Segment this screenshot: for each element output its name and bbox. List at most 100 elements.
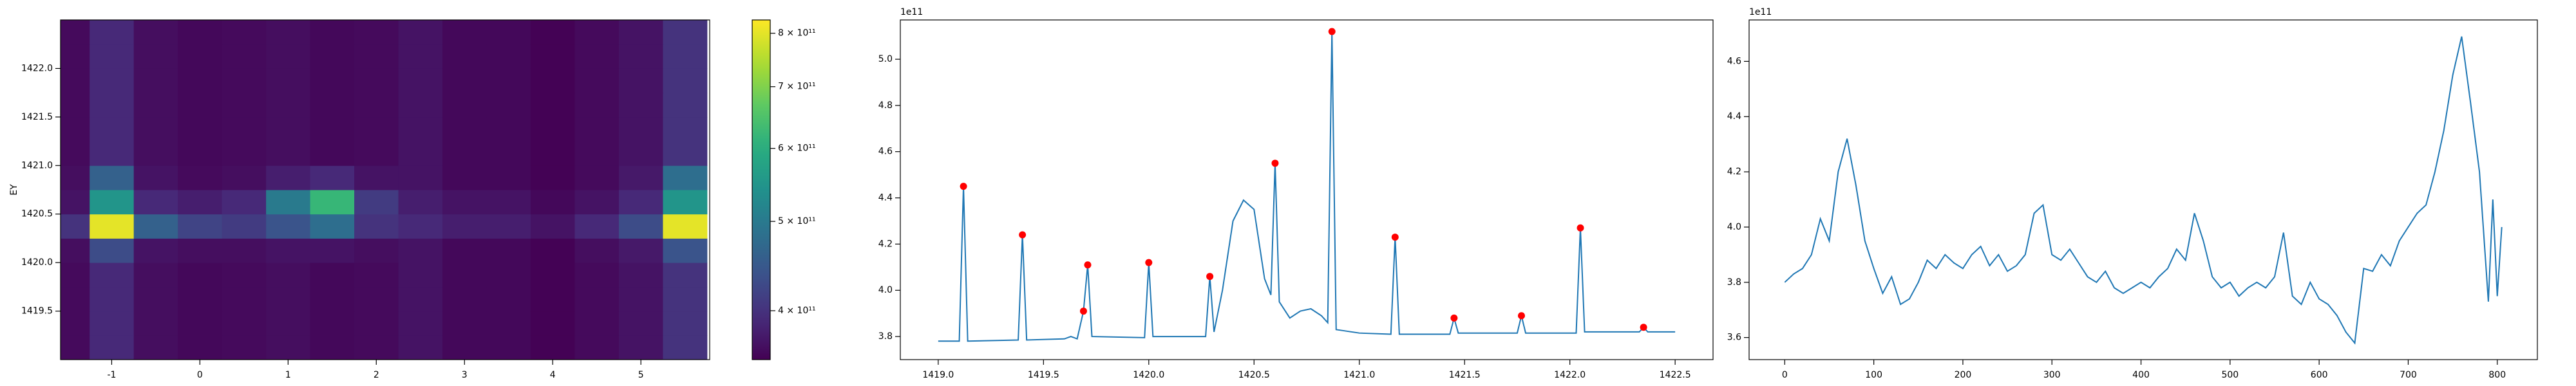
heatmap-cell: [133, 44, 178, 69]
x-tick-label: 5: [638, 370, 644, 380]
heatmap-cell: [530, 165, 575, 190]
axes-frame: [1748, 19, 2538, 360]
heatmap-cell: [222, 286, 267, 312]
x-tick-label: 3: [462, 370, 468, 380]
heatmap-cell: [486, 20, 531, 45]
heatmap-cell: [61, 214, 90, 239]
heatmap-cell: [398, 190, 443, 215]
heatmap-cell: [222, 20, 267, 45]
heatmap-cell: [574, 68, 620, 93]
heatmap-cell: [133, 68, 178, 93]
heatmap-cell: [133, 286, 178, 312]
heatmap-cell: [574, 286, 620, 312]
heatmap-cell: [178, 190, 223, 215]
heatmap-cell: [442, 214, 487, 239]
heatmap-cell: [133, 335, 178, 360]
colorbar-tick-label: 6 × 10¹¹: [778, 143, 816, 154]
heatmap-cell: [222, 335, 267, 360]
heatmap-cell: [222, 238, 267, 263]
heatmap-cell: [618, 93, 663, 118]
y-tick-label: 4.4: [1727, 111, 1741, 122]
heatmap-cell: [574, 238, 620, 263]
heatmap-cell: [486, 214, 531, 239]
heatmap-cell: [90, 93, 135, 118]
heatmap-cell: [442, 311, 487, 336]
heatmap-cell: [486, 335, 531, 360]
heatmap-cell: [266, 116, 311, 142]
heatmap-cell: [310, 141, 355, 166]
y-tick-label: 4.6: [878, 147, 893, 157]
heatmap-cell: [222, 214, 267, 239]
heatmap-cell: [442, 68, 487, 93]
heatmap-cell: [530, 214, 575, 239]
y-tick-label: 3.8: [1727, 277, 1741, 288]
x-tick-label: 500: [2221, 370, 2239, 380]
heatmap-cell: [90, 262, 135, 288]
heatmap-cell: [310, 165, 355, 190]
heatmap-cell: [222, 262, 267, 288]
heatmap-cell: [486, 311, 531, 336]
heatmap-cell: [90, 141, 135, 166]
heatmap-cell: [354, 116, 399, 142]
heatmap-cell: [310, 93, 355, 118]
heatmap-cell: [310, 20, 355, 45]
heatmap-cell: [90, 311, 135, 336]
y-tick-label: 5.0: [878, 54, 893, 64]
axes-frame: [60, 19, 710, 360]
colorbar-tick-label: 5 × 10¹¹: [778, 216, 816, 226]
y-tick-label: 1421.0: [21, 160, 53, 170]
heatmap-cell: [61, 116, 90, 142]
heatmap-cell: [398, 286, 443, 312]
x-tick-label: 1419.5: [1028, 370, 1059, 380]
heatmap-cell: [222, 116, 267, 142]
heatmap-cell: [178, 116, 223, 142]
colorbar: [752, 19, 771, 360]
heatmap-cell: [178, 286, 223, 312]
x-tick-label: 1421.5: [1449, 370, 1481, 380]
heatmap-cell: [222, 141, 267, 166]
heatmap-cell: [90, 165, 135, 190]
heatmap-cell: [354, 238, 399, 263]
heatmap-cell: [486, 190, 531, 215]
heatmap-cell: [530, 68, 575, 93]
heatmap-cell: [398, 141, 443, 166]
heatmap-cell: [178, 311, 223, 336]
heatmap-cell: [310, 68, 355, 93]
heatmap-cell: [178, 262, 223, 288]
heatmap-cell: [222, 93, 267, 118]
x-tick-label: 300: [2043, 370, 2061, 380]
heatmap-cell: [310, 44, 355, 69]
heatmap-cell: [618, 262, 663, 288]
axes-frame: [900, 19, 1714, 360]
heatmap-cell: [266, 165, 311, 190]
heatmap-cell: [90, 238, 135, 263]
heatmap-cell: [398, 335, 443, 360]
x-tick-label: 1420.5: [1238, 370, 1270, 380]
heatmap-cell: [530, 93, 575, 118]
heatmap-cell: [178, 20, 223, 45]
heatmap-cell: [663, 262, 708, 288]
heatmap-cell: [663, 20, 708, 45]
x-tick-label: 2: [374, 370, 379, 380]
heatmap-cell: [354, 335, 399, 360]
heatmap-cell: [486, 141, 531, 166]
heatmap-cell: [618, 116, 663, 142]
heatmap-cell: [61, 165, 90, 190]
heatmap-cell: [90, 335, 135, 360]
heatmap-cell: [442, 190, 487, 215]
x-tick-label: 1422.5: [1660, 370, 1691, 380]
heatmap-cell: [663, 190, 708, 215]
heatmap-cell: [663, 141, 708, 166]
offset-text: 1e11: [900, 7, 923, 17]
heatmap-cell: [310, 311, 355, 336]
heatmap-cell: [133, 214, 178, 239]
heatmap-cell: [266, 286, 311, 312]
heatmap-cell: [133, 190, 178, 215]
heatmap-cell: [310, 214, 355, 239]
heatmap-cell: [530, 262, 575, 288]
x-tick-label: 0: [197, 370, 203, 380]
heatmap-cell: [178, 165, 223, 190]
heatmap-cell: [61, 262, 90, 288]
heatmap-cell: [266, 238, 311, 263]
heatmap-cell: [266, 311, 311, 336]
